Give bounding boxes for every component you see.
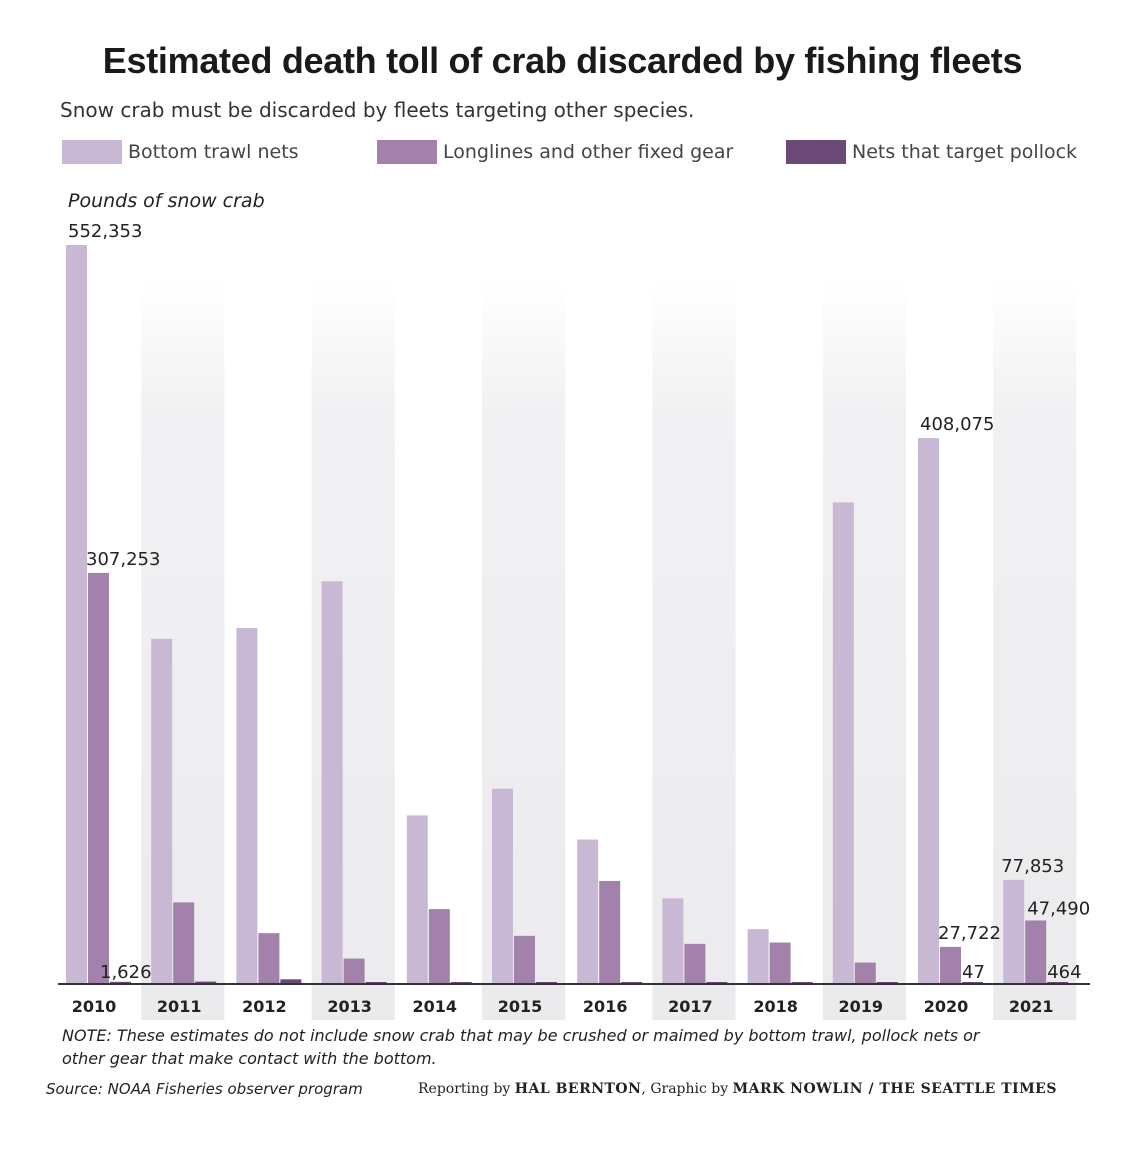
bar-longlines-2018 [769,942,791,984]
chart-source: Source: NOAA Fisheries observer program [46,1080,363,1098]
bar-bottom_trawl-2016 [577,839,599,984]
chart-subtitle: Snow crab must be discarded by fleets ta… [60,98,695,122]
bar-bottom_trawl-2012 [236,628,258,984]
legend-swatch-pollock [786,140,846,164]
credit-reporter: HAL BERNTON [514,1081,642,1097]
x-tick-label: 2015 [498,997,543,1016]
legend-item-longlines: Longlines and other fixed gear [377,140,733,164]
credit-graphic: MARK NOWLIN / THE SEATTLE TIMES [732,1081,1057,1097]
data-label: 552,353 [68,221,142,242]
bar-longlines-2020 [940,946,961,984]
x-tick-label: 2012 [242,997,287,1016]
bar-bottom_trawl-2010 [66,245,87,984]
bar-bottom_trawl-2021 [1003,879,1025,984]
credit-reporting-prefix: Reporting by [418,1081,511,1097]
y-axis-label: Pounds of snow crab [68,190,265,212]
legend-item-bottom-trawl: Bottom trawl nets [62,140,299,164]
data-label: 27,722 [938,923,1001,944]
bar-bottom_trawl-2020 [918,438,939,984]
bar-bottom_trawl-2018 [747,929,769,984]
bar-longlines-2015 [514,935,535,984]
legend-item-pollock: Nets that target pollock [786,140,1077,164]
x-tick-label: 2011 [157,997,202,1016]
bar-longlines-2017 [684,943,706,984]
bar-longlines-2021 [1025,920,1047,984]
bar-bottom_trawl-2015 [492,788,513,984]
bars-group [66,245,1069,984]
legend-label-pollock: Nets that target pollock [852,141,1078,163]
x-tick-label: 2013 [327,997,372,1016]
legend-label-bottom-trawl: Bottom trawl nets [128,141,299,163]
bar-bottom_trawl-2011 [151,638,173,984]
bar-bottom_trawl-2017 [662,898,684,984]
bar-longlines-2011 [173,902,195,984]
x-tick-label: 2021 [1009,997,1054,1016]
chart-credit: Reporting by HAL BERNTON, Graphic by MAR… [418,1081,1057,1097]
bar-longlines-2013 [343,958,365,984]
data-label: 47,490 [1027,898,1090,919]
data-label: 408,075 [920,414,994,435]
bar-bottom_trawl-2013 [321,581,343,984]
bar-longlines-2012 [258,933,280,984]
chart-title: Estimated death toll of crab discarded b… [102,40,1023,81]
x-tick-label: 2017 [668,997,713,1016]
bar-longlines-2010 [88,572,109,984]
x-tick-label: 2020 [924,997,969,1016]
column-bands [141,280,1077,1020]
x-tick-label: 2018 [753,997,798,1016]
data-label: 1,626 [100,962,152,983]
data-label: 77,853 [1001,856,1064,877]
value-labels: 552,353 408,075 77,853 307,253 27,722 47,490 1… [68,221,1090,983]
legend-label-longlines: Longlines and other fixed gear [443,141,734,163]
bar-pollock-2011 [195,981,217,984]
chart-note: NOTE: These estimates do not include sno… [62,1026,980,1068]
data-label: 307,253 [86,549,160,570]
x-tick-label: 2019 [839,997,884,1016]
legend-swatch-bottom-trawl [62,140,122,164]
legend: Bottom trawl nets Longlines and other fi… [0,140,1125,172]
data-label: 464 [1047,962,1081,983]
bar-pollock-2010 [110,981,131,984]
bar-bottom_trawl-2014 [406,815,428,984]
x-tick-label: 2010 [72,997,117,1016]
data-label: 47 [962,962,985,983]
x-tick-labels: 2010 2011 2012 2013 2014 2015 2016 2017 2018 2019… [72,997,1054,1016]
bar-longlines-2016 [599,880,621,984]
x-tick-label: 2014 [413,997,458,1016]
legend-swatch-longlines [377,140,437,164]
x-tick-label: 2016 [583,997,628,1016]
bar-longlines-2014 [428,909,450,984]
bar-bottom_trawl-2019 [832,502,854,984]
column-band-2017 [652,280,736,1020]
bar-longlines-2019 [854,962,876,984]
bar-pollock-2012 [280,979,302,984]
credit-graphic-prefix: , Graphic by [641,1081,729,1097]
